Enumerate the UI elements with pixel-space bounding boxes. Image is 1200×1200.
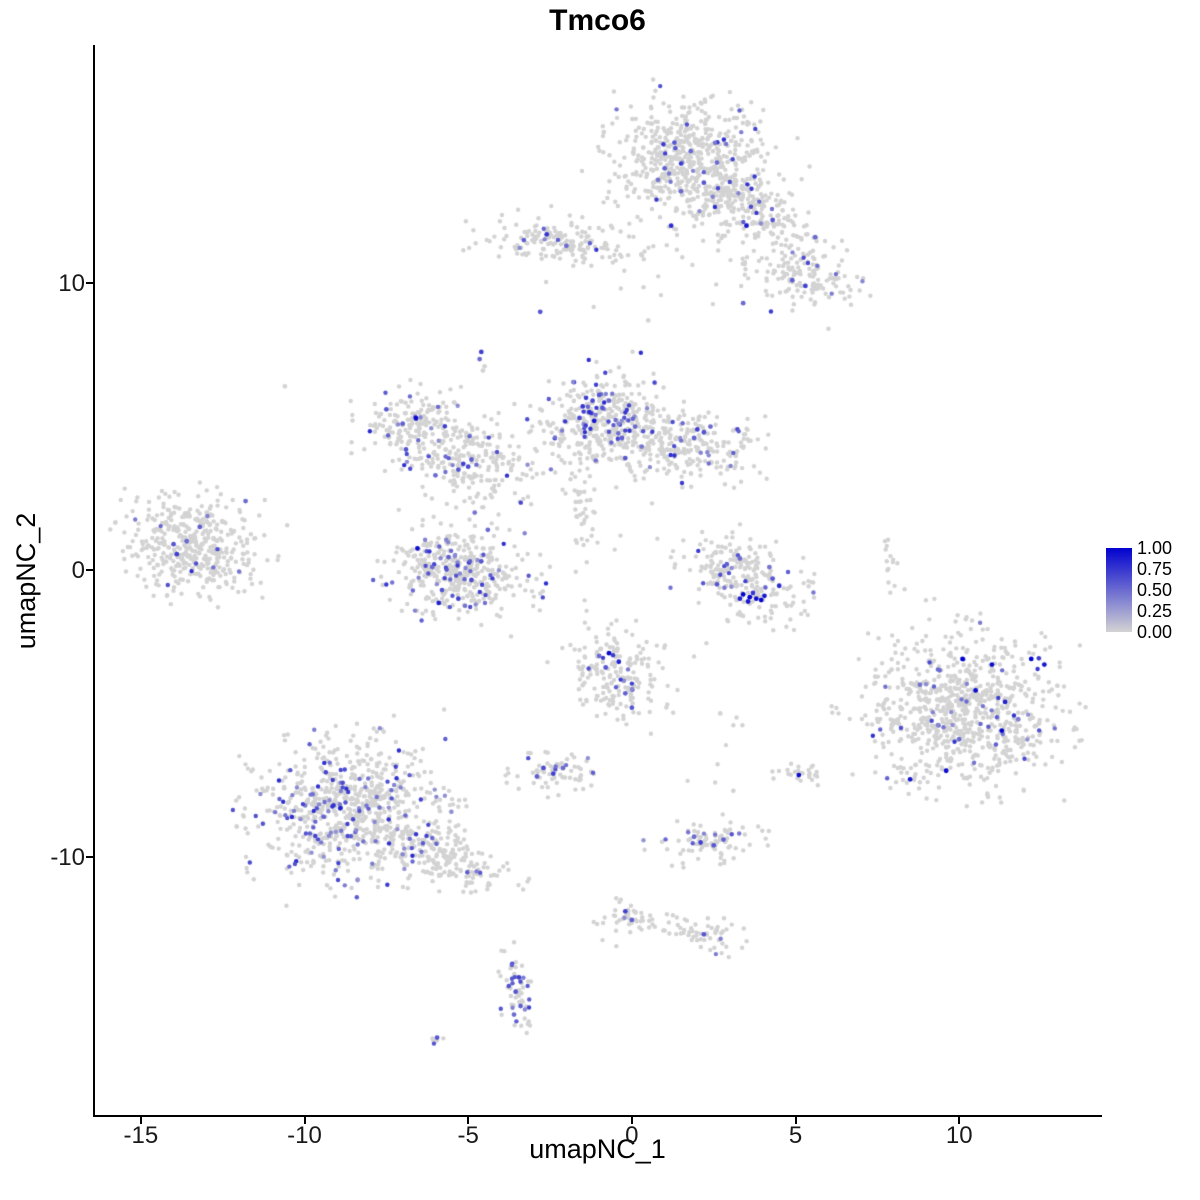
x-tick-mark (630, 1117, 633, 1124)
y-tick-mark (86, 282, 93, 285)
x-tick-label: -5 (457, 1122, 479, 1149)
x-tick-label: 0 (625, 1122, 639, 1149)
x-tick-label: -15 (123, 1122, 159, 1149)
x-tick-mark (958, 1117, 961, 1124)
legend-label: 0.50 (1137, 580, 1173, 600)
x-axis-label: umapNC_1 (529, 1134, 666, 1164)
y-tick-label: 0 (71, 556, 85, 584)
legend-label: 0.75 (1137, 559, 1173, 579)
x-tick-mark (139, 1117, 142, 1124)
legend-label: 0.00 (1137, 622, 1173, 642)
x-tick-mark (467, 1117, 470, 1124)
x-tick-mark (794, 1117, 797, 1124)
legend-gradient-bar (1106, 548, 1132, 632)
y-tick-mark (86, 568, 93, 571)
legend-label: 0.25 (1137, 601, 1173, 621)
y-tick-mark (86, 855, 93, 858)
x-tick-label: 5 (788, 1122, 803, 1149)
chart-title: Tmco6 (549, 4, 646, 37)
x-tick-label: 10 (945, 1122, 973, 1149)
x-axis-line (93, 1115, 1102, 1117)
x-tick-mark (303, 1117, 306, 1124)
y-tick-label: -10 (50, 843, 85, 871)
x-tick-label: -10 (287, 1122, 322, 1149)
y-tick-label: 10 (58, 270, 85, 298)
legend-label: 1.00 (1137, 538, 1173, 558)
y-axis-line (93, 45, 95, 1117)
